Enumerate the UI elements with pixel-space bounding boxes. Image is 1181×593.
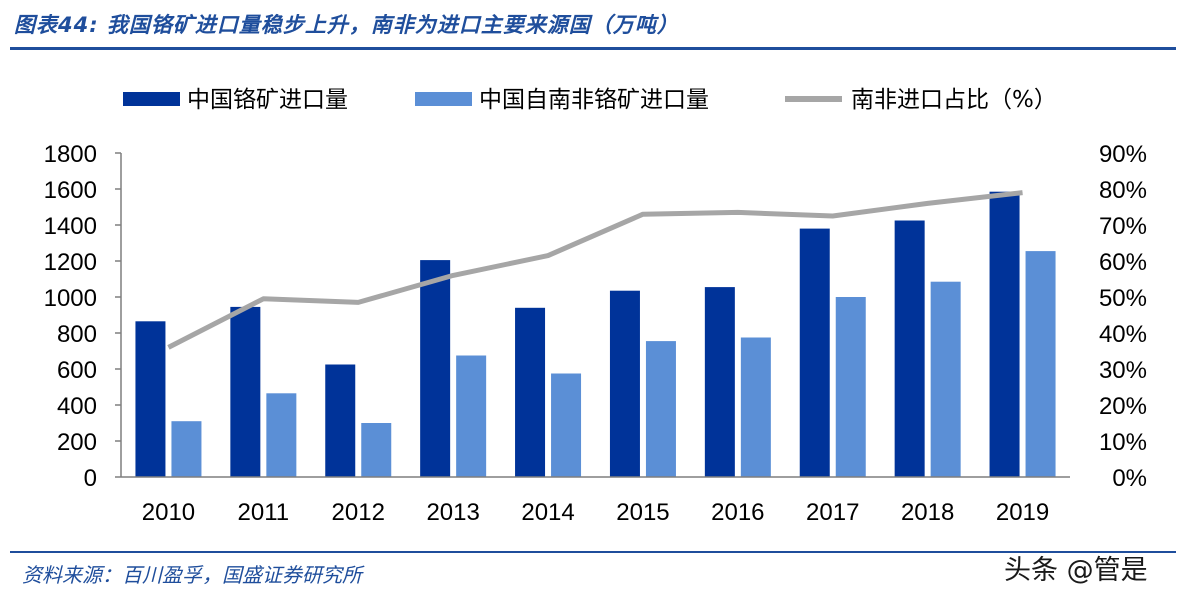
y-tick-label: 200 <box>57 429 97 456</box>
bar-total-import <box>989 191 1020 477</box>
legend-swatch <box>123 92 180 106</box>
x-tick-label: 2010 <box>142 499 195 526</box>
y2-tick-label: 10% <box>1099 429 1147 456</box>
x-tick-label: 2019 <box>996 499 1049 526</box>
line-south-africa-share <box>167 190 1023 350</box>
x-tick-label: 2017 <box>806 499 859 526</box>
bar-total-import <box>799 228 830 477</box>
y2-tick-label: 60% <box>1099 249 1147 276</box>
bar-total-import <box>230 306 261 477</box>
bar-south-africa-import <box>1025 251 1056 477</box>
y2-tick-label: 80% <box>1099 177 1147 204</box>
y2-tick-label: 50% <box>1099 285 1147 312</box>
x-tick-label: 2011 <box>238 499 290 526</box>
bar-south-africa-import <box>740 337 771 477</box>
legend-swatch <box>415 92 472 106</box>
y2-tick-label: 90% <box>1099 141 1147 168</box>
bar-south-africa-import <box>930 281 961 477</box>
y-tick-label: 400 <box>57 393 97 420</box>
x-tick-label: 2015 <box>616 499 669 526</box>
legend-label: 中国铬矿进口量 <box>187 87 348 113</box>
y-tick-label: 1400 <box>44 213 97 240</box>
y-tick-label: 800 <box>57 321 97 348</box>
x-tick-label: 2013 <box>426 499 479 526</box>
bar-total-import <box>515 307 546 477</box>
x-tick-label: 2014 <box>521 499 574 526</box>
y2-tick-label: 20% <box>1099 393 1147 420</box>
legend-label: 中国自南非铬矿进口量 <box>479 87 709 113</box>
y2-tick-label: 70% <box>1099 213 1147 240</box>
bar-south-africa-import <box>456 355 487 477</box>
bar-south-africa-import <box>551 373 582 477</box>
chart-title: 图表44: 我国铬矿进口量稳步上升，南非为进口主要来源国（万吨） <box>14 13 679 37</box>
y-tick-label: 1000 <box>44 285 97 312</box>
bar-total-import <box>609 290 640 477</box>
bar-south-africa-import <box>835 297 866 477</box>
legend-label: 南非进口占比（%） <box>851 87 1057 113</box>
y-tick-label: 600 <box>57 357 97 384</box>
legend: 中国铬矿进口量 中国自南非铬矿进口量 南非进口占比（%） <box>123 87 1057 113</box>
y-tick-label: 1600 <box>44 177 97 204</box>
watermark: 头条 @管是 <box>1004 555 1148 586</box>
y2-tick-label: 0% <box>1112 465 1147 492</box>
y2-tick-label: 30% <box>1099 357 1147 384</box>
bar-south-africa-import <box>171 421 202 477</box>
y2-tick-label: 40% <box>1099 321 1147 348</box>
y-tick-label: 0 <box>84 465 97 492</box>
axes: 0 200 400 600 800 1000 1200 1400 1600 1800 2010 201… <box>44 141 1147 526</box>
y-tick-label: 1200 <box>44 249 97 276</box>
footer-rule <box>10 551 1176 553</box>
title-rule <box>10 47 1176 50</box>
source-note: 资料来源：百川盈孚，国盛证券研究所 <box>22 563 362 587</box>
x-tick-label: 2012 <box>332 499 385 526</box>
x-tick-label: 2018 <box>901 499 954 526</box>
bar-total-import <box>135 321 166 477</box>
y-tick-label: 1800 <box>44 141 97 168</box>
bar-total-import <box>420 260 451 477</box>
bar-south-africa-import <box>361 423 392 477</box>
bar-south-africa-import <box>645 341 676 477</box>
line-series <box>167 190 1023 350</box>
bars <box>135 191 1056 477</box>
bar-south-africa-import <box>266 393 297 477</box>
x-tick-label: 2016 <box>711 499 764 526</box>
bar-total-import <box>894 220 925 477</box>
bar-total-import <box>325 364 356 477</box>
bar-total-import <box>704 287 735 477</box>
